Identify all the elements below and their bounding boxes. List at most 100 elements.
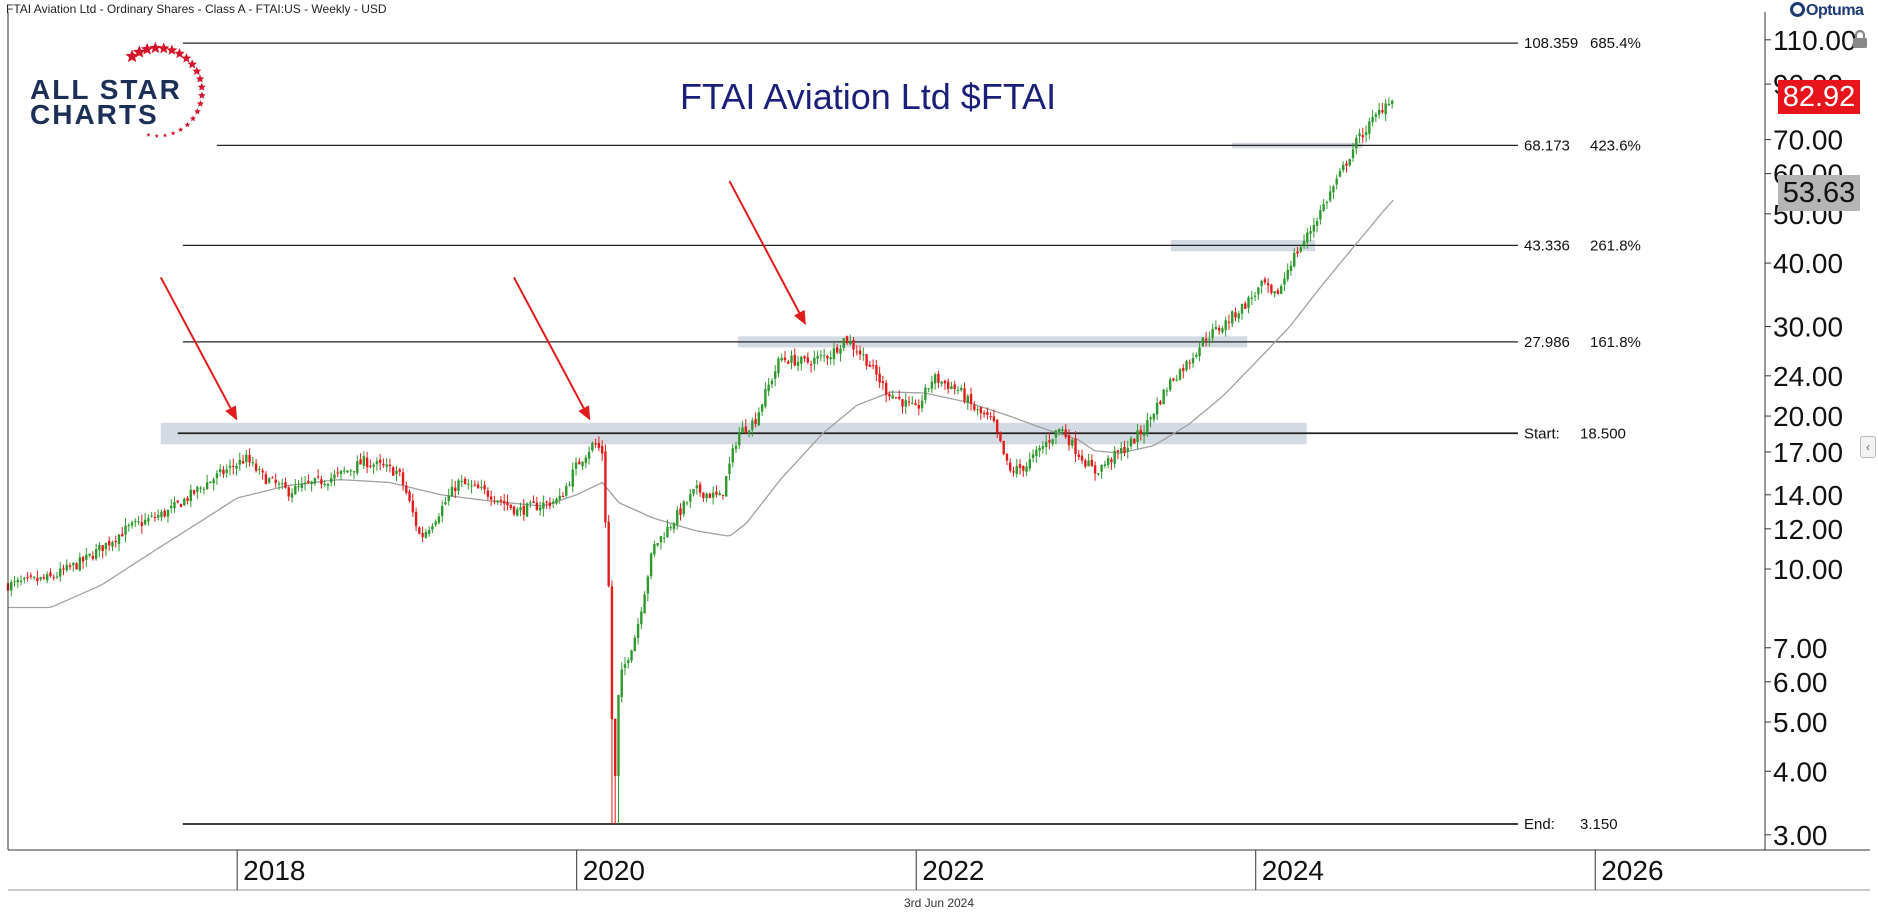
candle [55,571,59,580]
candle [1231,310,1234,328]
candle-body [620,669,623,698]
candle [1260,279,1263,294]
candle [551,498,555,509]
candle [1080,449,1084,464]
candle-body [705,493,708,499]
candle [39,576,42,582]
candle-body [1309,231,1312,234]
candle [1064,424,1067,439]
candle [773,365,777,387]
candle-body [813,357,816,364]
candle [1364,125,1368,143]
candle-body [565,485,568,496]
candle-body [927,388,930,390]
arrow-shaft [159,276,232,409]
candle [545,500,548,509]
candle [199,486,202,494]
candle [623,657,627,676]
candle [1074,431,1077,462]
candle [747,430,751,438]
candle-body [457,480,460,491]
candle [251,456,255,467]
y-tick-label: 4.00 [1773,756,1828,787]
candle [1227,314,1231,330]
candle [307,474,310,485]
candle-body [649,553,653,577]
candle [953,380,956,395]
logo-star [181,53,192,63]
candle-body [966,395,969,403]
collapse-panel-button[interactable]: ‹ [1860,436,1876,458]
candle-body [914,403,917,406]
candle [467,479,470,490]
candle [173,496,176,513]
candle [346,470,349,473]
candle-body [826,355,829,359]
candle [98,542,101,558]
candle [963,382,966,404]
lock-icon[interactable] [1849,28,1871,50]
candle-body [1247,297,1250,308]
candle-body [522,505,526,515]
candle [600,440,604,461]
candle [679,503,682,521]
candle [692,488,695,497]
candle-body [1139,429,1143,435]
candle [228,459,232,476]
candle [901,398,904,414]
fib-level-pct: 685.4% [1590,35,1641,52]
candle [405,481,408,495]
candle-body [160,511,163,518]
y-tick-label: 17.00 [1773,437,1843,468]
candle [333,469,336,487]
candle [1087,453,1090,467]
candle [1129,435,1133,450]
candle [708,492,712,499]
candle [147,514,150,526]
candle [532,495,535,504]
candle-body [179,504,183,508]
candle-body [516,509,519,516]
candle-body [346,470,349,473]
candle-body [1168,379,1172,390]
candle [1018,459,1022,475]
candle-body [339,470,343,475]
y-tick-label: 70.00 [1773,125,1843,156]
candle [372,462,375,474]
candle-body [140,522,144,526]
candle-body [930,381,934,389]
candle-body [679,508,682,515]
candle [1048,433,1051,450]
candle [852,337,855,358]
candle-body [979,407,983,414]
logo-line-1: ALL STAR [30,74,182,105]
candle [398,467,401,477]
candle [643,591,646,614]
candle [947,378,950,394]
candle [982,410,986,418]
candle [424,528,428,539]
candle-body [1048,440,1051,443]
candle [75,562,78,570]
candle [320,475,323,489]
candle-body [888,393,891,397]
candle-body [682,501,685,515]
candle-body [711,492,715,498]
candle [1325,200,1329,209]
candle [578,458,581,465]
candle [1038,445,1041,458]
candle-body [1175,379,1178,381]
candle [751,417,754,437]
candle [94,543,98,561]
candle [1240,303,1244,320]
candle [1191,352,1195,368]
candle-body [1057,428,1061,433]
candle-body [960,388,963,391]
candle-body [1071,439,1074,446]
candle [542,495,545,517]
candle-body [313,478,317,484]
candle-body [1289,265,1293,271]
candle-body [623,664,627,668]
candle [88,553,91,558]
